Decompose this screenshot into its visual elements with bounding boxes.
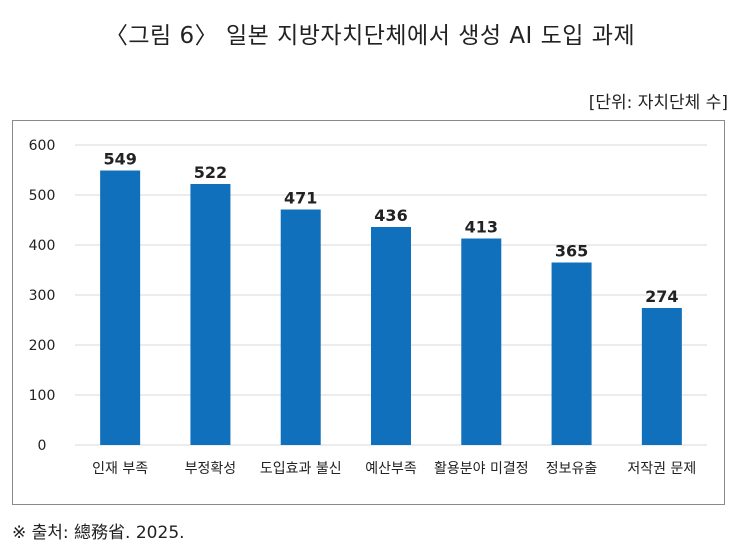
y-tick-label: 0 [38, 438, 47, 454]
y-tick-label: 100 [29, 388, 56, 404]
bar [551, 262, 592, 445]
unit-label: [단위: 자치단체 수] [588, 93, 728, 113]
y-tick-label: 200 [29, 338, 56, 354]
x-tick-label: 예산부족 [365, 461, 417, 477]
chart-frame [12, 120, 725, 505]
y-tick-label: 300 [29, 288, 56, 304]
data-label: 365 [555, 242, 588, 261]
data-label: 471 [284, 189, 317, 208]
bar [190, 184, 231, 445]
data-label: 522 [194, 163, 227, 182]
x-tick-label: 부정확성 [185, 461, 237, 477]
bar [641, 308, 682, 445]
data-label: 436 [374, 206, 407, 225]
x-tick-label: 저작권 문제 [627, 461, 696, 477]
y-tick-label: 600 [29, 138, 56, 154]
data-label: 549 [103, 150, 136, 169]
bar [280, 209, 321, 445]
y-tick-label: 500 [29, 188, 56, 204]
data-label: 413 [465, 218, 498, 237]
x-tick-label: 인재 부족 [92, 461, 148, 477]
bar [100, 170, 141, 445]
y-tick-label: 400 [29, 238, 56, 254]
x-tick-label: 도입효과 불신 [260, 461, 342, 477]
x-tick-label: 정보유출 [546, 461, 598, 477]
chart-title: 〈그림 6〉 일본 지방자치단체에서 생성 AI 도입 과제 [104, 23, 636, 49]
source-note: ※ 출처: 總務省. 2025. [12, 523, 185, 543]
bar [371, 227, 411, 445]
data-label: 274 [645, 287, 678, 306]
bar [461, 238, 502, 445]
x-tick-label: 활용분야 미결정 [434, 461, 529, 477]
